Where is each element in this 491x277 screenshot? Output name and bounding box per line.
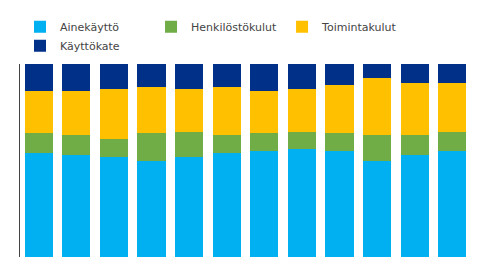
- svg-text:Toimintakulut: Toimintakulut: [321, 21, 396, 34]
- svg-text:Ainekäyttö: Ainekäyttö: [60, 21, 119, 34]
- svg-text:Henkilöstökulut: Henkilöstökulut: [191, 21, 277, 34]
- svg-text:Käyttökate: Käyttökate: [60, 40, 120, 53]
